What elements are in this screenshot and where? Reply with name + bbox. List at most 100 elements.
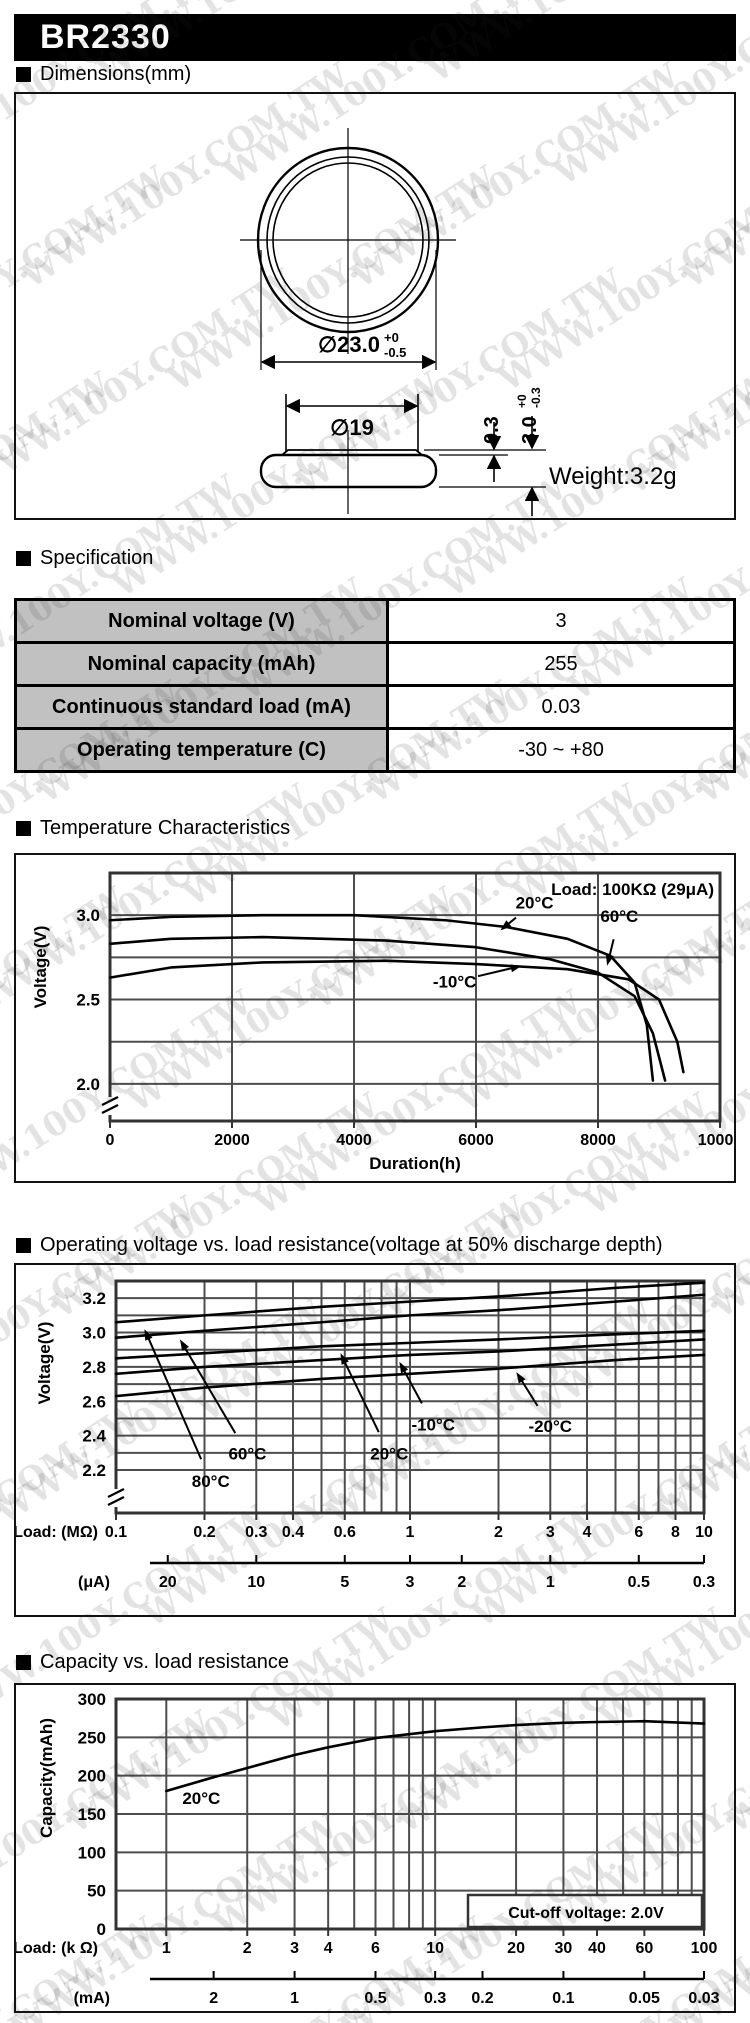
table-row: Nominal voltage (V) 3 [14,598,736,644]
section-heading-text: Specification [40,547,154,569]
square-bullet-icon [16,551,31,566]
section-heading-text: Dimensions(mm) [40,63,192,85]
operating-voltage-chart: 0.1 0.2 0.3 0.4 0.6 1 2 3 4 6 8 10 3.2 3.0 2.8 2.6 2.4 2.… [16,1279,715,1591]
y-tick-label: 2.6 [82,1392,106,1411]
y-tick-label: 3.0 [82,1324,106,1343]
total-tolerance-bottom: -0.3 [529,387,543,408]
x-tick-label: 10 [426,1940,444,1957]
y-tick-label: 50 [87,1882,106,1901]
y-axis-title: Voltage(V) [35,1322,54,1405]
square-bullet-icon [16,1238,31,1253]
x-tick-label: 3 [546,1524,555,1541]
y-tick-label: 2.2 [82,1461,106,1480]
section-heading-specification: Specification [16,547,153,570]
temperature-chart-box: 0 2000 4000 6000 8000 10000 3.0 2.5 2.0 Voltage(V… [14,853,736,1183]
spec-label: Nominal voltage (V) [14,598,389,644]
y-tick-label: 2.5 [76,991,100,1010]
secondary-tick-label: 0.05 [629,1990,660,2007]
plot-border [108,871,722,1123]
dimensions-box: ∅23.0 +0 -0.5 ∅19 0.3 3.0 +0 -0.3 Weight… [14,92,736,520]
x-tick-label: 4 [583,1524,592,1541]
table-row: Nominal capacity (mAh) 255 [14,641,736,687]
x-tick-label: 0.1 [105,1524,127,1541]
title-bar: BR2330 [14,14,736,61]
series-20°C [114,1329,706,1360]
spec-label: Operating temperature (C) [14,727,389,773]
y-tick-label: 0 [97,1920,106,1939]
weight-label: Weight:3.2g [549,463,677,490]
x-tick-label: 100 [691,1940,718,1957]
secondary-tick-label: 0.5 [364,1990,386,2007]
secondary-tick-label: 10 [247,1574,265,1591]
curve-label--10°C: -10°C [433,973,477,992]
secondary-tick-label: 20 [159,1574,177,1591]
table-row: Operating temperature (C) -30 ~ +80 [14,727,736,773]
outer-tolerance-top: +0 [384,330,399,345]
x-tick-label: 10 [695,1524,713,1541]
x-tick-label: 60 [635,1940,653,1957]
section-heading-capacity: Capacity vs. load resistance [16,1651,289,1674]
secondary-tick-label: 5 [340,1574,349,1591]
spec-value: 0.03 [386,684,736,730]
secondary-tick-label: 3 [406,1574,415,1591]
section-heading-text: Capacity vs. load resistance [40,1651,290,1673]
secondary-tick-label: 2 [457,1574,466,1591]
x-tick-label: 1 [162,1940,171,1957]
spec-label: Continuous standard load (mA) [14,684,389,730]
x-tick-label: 2 [243,1940,252,1957]
x-tick-label: 6 [371,1940,380,1957]
secondary-tick-label: 0.2 [471,1990,493,2007]
x-tick-label: 6000 [458,1132,494,1149]
secondary-tick-label: 1 [546,1574,555,1591]
capacity-chart: 1 2 3 4 6 10 20 30 40 60 100 300 250 200 150 100 50 0 Capa… [16,1690,720,2007]
y-tick-label: 300 [78,1690,106,1709]
y-axis-title: Voltage(V) [31,926,50,1009]
spec-value: -30 ~ +80 [386,727,736,773]
y-tick-label: 2.8 [82,1358,106,1377]
series-20°C [164,1719,706,1793]
y-tick-label: 3.0 [76,906,100,925]
curve-label-60°C: 60°C [228,1445,266,1464]
y-tick-label: 2.4 [82,1427,106,1446]
x-tick-label: 0.4 [282,1524,304,1541]
annotation-arrow [519,1378,539,1407]
x-tick-label: 8000 [580,1132,616,1149]
total-height-label: 3.0 [519,416,541,444]
x-tick-label: 30 [555,1940,573,1957]
y-tick-label: 150 [78,1805,106,1824]
x-tick-label: 0 [106,1132,115,1149]
x-tick-label: 4000 [336,1132,372,1149]
table-row: Continuous standard load (mA) 0.03 [14,684,736,730]
secondary-tick-label: 2 [209,1990,218,2007]
annotation-arrow [608,938,615,959]
x-tick-label: 2000 [214,1132,250,1149]
cutoff-note-box [466,1893,704,1929]
outer-tolerance-bottom: -0.5 [384,345,406,360]
y-tick-label: 200 [78,1767,106,1786]
curve-label-20°C: 20°C [516,893,554,912]
section-heading-operating-voltage: Operating voltage vs. load resistance(vo… [16,1234,663,1257]
secondary-tick-label: 1 [290,1990,299,2007]
x-tick-label: 6 [634,1524,643,1541]
spec-value: 255 [386,641,736,687]
series--10°C [114,1338,706,1376]
spec-label: Nominal capacity (mAh) [14,641,389,687]
annotation-arrow [343,1359,380,1433]
coin-cell-drawing [240,128,546,516]
cutoff-note-text: Cut-off voltage: 2.0V [508,1905,664,1922]
x-tick-label: 4 [324,1940,333,1957]
secondary-axis-unit: (μA) [78,1574,110,1591]
y-tick-label: 2.0 [76,1075,100,1094]
series-60°C [108,935,667,1082]
section-heading-dimensions: Dimensions(mm) [16,63,191,86]
x-tick-label: 8 [671,1524,680,1541]
curve-label-20°C: 20°C [370,1445,408,1464]
capacity-chart-box: 1 2 3 4 6 10 20 30 40 60 100 300 250 200 150 100 50 0 Capa… [14,1683,736,2013]
x-axis-title: Duration(h) [369,1154,461,1173]
dimensions-drawing: ∅23.0 +0 -0.5 ∅19 0.3 3.0 +0 -0.3 Weight… [240,128,677,516]
total-tolerance-top: +0 [515,394,529,408]
secondary-tick-label: 0.1 [552,1990,574,2007]
series-80°C [114,1281,706,1324]
curve-label-60°C: 60°C [600,907,638,926]
